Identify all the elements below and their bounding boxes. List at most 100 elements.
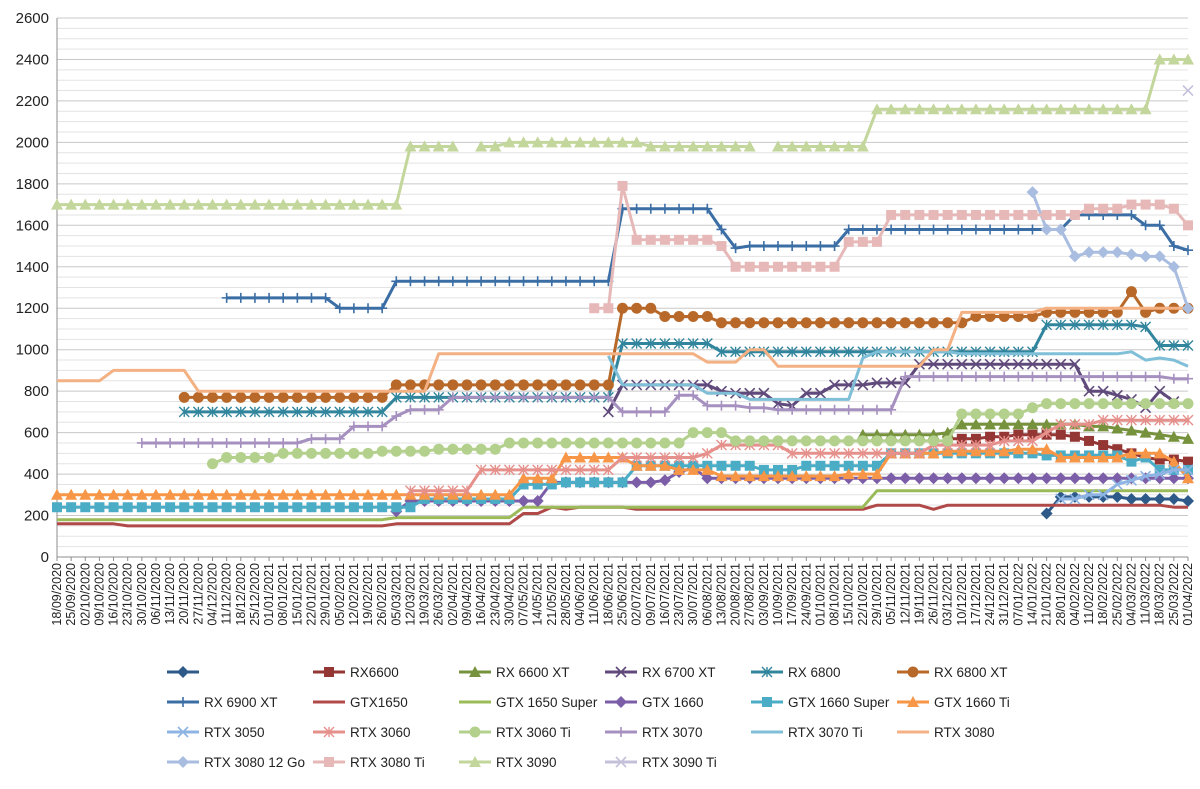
- data-point: [1111, 103, 1124, 115]
- x-tick-label: 23/04/2021: [488, 563, 502, 626]
- x-tick-label: 03/12/2021: [941, 563, 955, 626]
- data-point: [1097, 420, 1110, 432]
- data-point: [1097, 451, 1110, 463]
- x-tick-label: 21/01/2022: [1040, 563, 1054, 626]
- data-point: [644, 459, 657, 471]
- x-tick-label: 04/02/2022: [1068, 563, 1082, 626]
- data-point: [1097, 103, 1110, 115]
- series-21: [1182, 84, 1194, 97]
- data-point: [65, 488, 78, 500]
- data-point: [998, 418, 1011, 430]
- series-line: [1060, 468, 1188, 501]
- data-point: [829, 241, 840, 252]
- data-point: [1084, 371, 1095, 382]
- legend-item: RTX 3070: [605, 725, 703, 740]
- x-tick-label: 02/10/2020: [78, 563, 92, 626]
- data-point: [743, 140, 756, 152]
- data-point: [602, 451, 615, 463]
- data-point: [1013, 224, 1024, 235]
- x-tick-label: 11/12/2020: [220, 563, 234, 625]
- data-point: [761, 666, 773, 678]
- data-point: [348, 447, 360, 459]
- data-point: [1068, 250, 1081, 263]
- data-point: [772, 317, 784, 329]
- data-point: [433, 404, 444, 415]
- data-point: [1140, 398, 1152, 410]
- series-17: [57, 306, 1188, 393]
- data-point: [787, 464, 798, 475]
- data-point: [235, 437, 246, 448]
- data-point: [702, 400, 713, 411]
- data-point: [985, 224, 996, 235]
- data-point: [955, 418, 968, 430]
- legend-item: GTX 1660: [605, 695, 704, 710]
- data-point: [1125, 414, 1137, 426]
- data-point: [1097, 414, 1109, 426]
- y-tick-label: 400: [24, 466, 49, 483]
- data-point: [278, 437, 289, 448]
- x-tick-label: 12/03/2021: [403, 563, 417, 626]
- data-point: [658, 459, 671, 471]
- data-point: [51, 198, 63, 210]
- legend-item: RTX 3060 Ti: [459, 725, 571, 740]
- x-tick-label: 01/01/2021: [262, 563, 276, 626]
- data-point: [362, 198, 375, 210]
- data-point: [1112, 203, 1123, 214]
- data-point: [715, 346, 727, 358]
- data-point: [221, 502, 232, 513]
- data-point: [701, 427, 713, 439]
- data-point: [843, 346, 855, 358]
- data-point: [1069, 493, 1081, 505]
- data-point: [560, 477, 571, 488]
- legend-label: RTX 3070: [642, 725, 703, 740]
- data-point: [1026, 103, 1039, 115]
- data-point: [589, 477, 600, 488]
- data-point: [617, 180, 628, 191]
- data-point: [871, 377, 883, 389]
- data-point: [645, 437, 657, 449]
- data-point: [235, 406, 247, 418]
- data-point: [928, 209, 939, 220]
- data-point: [1098, 440, 1109, 451]
- data-point: [970, 209, 981, 220]
- data-point: [701, 472, 714, 485]
- data-point: [377, 502, 388, 513]
- y-tick-label: 1400: [16, 259, 49, 276]
- data-point: [715, 140, 728, 152]
- data-point: [461, 443, 473, 455]
- data-point: [914, 371, 925, 382]
- data-point: [772, 435, 784, 447]
- data-point: [829, 435, 841, 447]
- legend-item: RTX 3080 Ti: [313, 755, 425, 770]
- data-point: [532, 464, 544, 476]
- data-point: [942, 317, 954, 329]
- data-point: [263, 198, 276, 210]
- data-point: [248, 488, 261, 500]
- x-tick-label: 05/03/2021: [389, 563, 403, 626]
- data-point: [829, 447, 841, 459]
- data-point: [1139, 103, 1152, 115]
- data-point: [801, 404, 812, 415]
- data-point: [575, 392, 586, 403]
- x-tick-label: 02/04/2021: [446, 563, 460, 626]
- data-point: [559, 136, 572, 148]
- data-point: [248, 198, 261, 210]
- data-point: [999, 209, 1010, 220]
- series-3: [602, 358, 1180, 418]
- data-point: [1153, 492, 1166, 505]
- data-point: [757, 470, 770, 482]
- data-point: [885, 447, 897, 459]
- x-tick-label: 25/06/2021: [616, 563, 630, 626]
- series-8: [57, 489, 1188, 522]
- data-point: [828, 140, 841, 152]
- data-point: [575, 477, 586, 488]
- data-point: [348, 406, 360, 418]
- data-point: [1012, 443, 1025, 455]
- data-point: [674, 234, 685, 245]
- data-point: [1154, 199, 1165, 210]
- data-point: [729, 140, 742, 152]
- legend-item: GTX 1660 Ti: [897, 695, 1010, 710]
- data-point: [631, 203, 642, 214]
- data-point: [758, 241, 769, 252]
- x-tick-label: 12/11/2021: [898, 563, 912, 625]
